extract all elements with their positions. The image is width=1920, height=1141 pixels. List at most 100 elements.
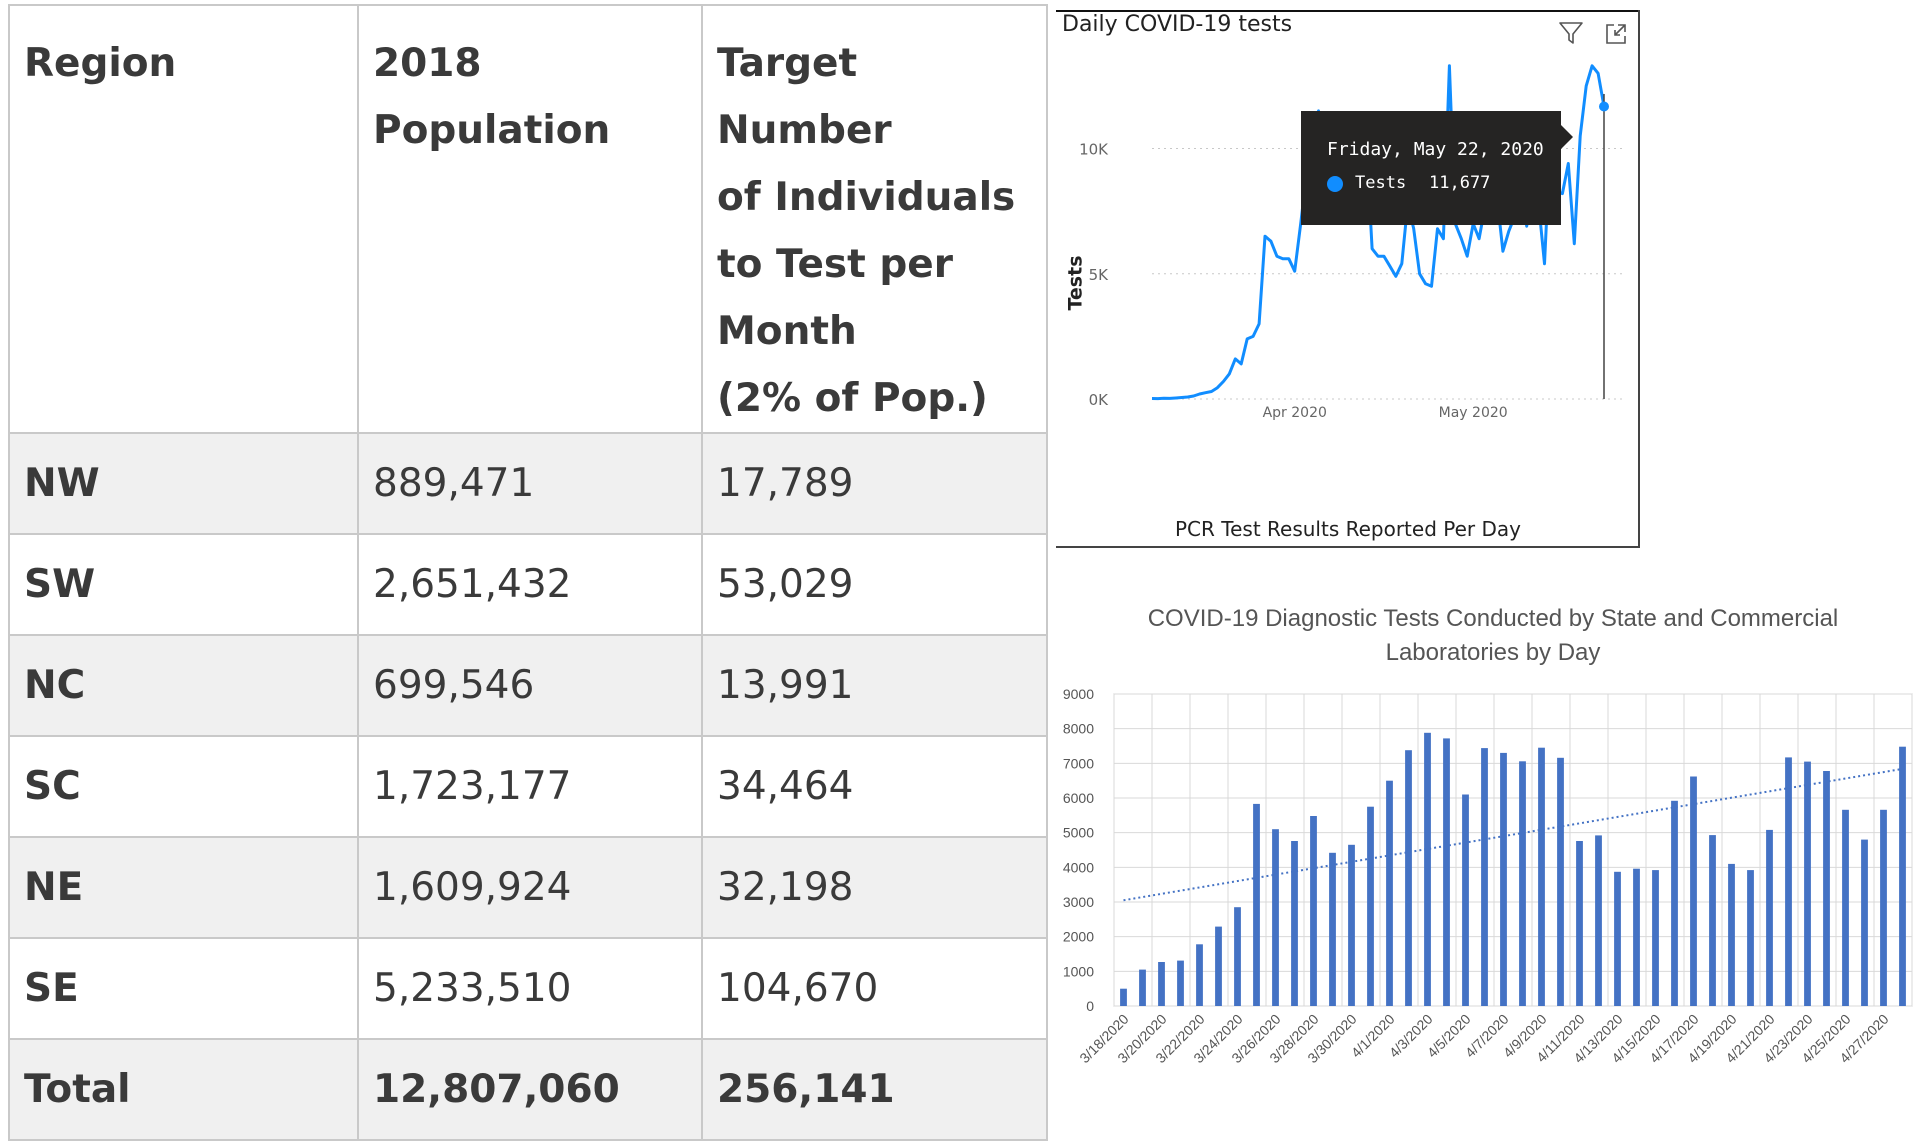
y-tick-label: 0 xyxy=(1086,998,1094,1014)
bar xyxy=(1405,750,1412,1006)
tooltip-series-name: Tests xyxy=(1355,173,1407,193)
header-population-line-2: Population xyxy=(373,108,611,153)
header-target-line-1: Target Number xyxy=(717,41,892,153)
target-cell: 32,198 xyxy=(701,836,1048,939)
population-cell: 1,723,177 xyxy=(357,735,703,838)
diagnostic-tests-bar-chart: COVID-19 Diagnostic Tests Conducted by S… xyxy=(1050,590,1916,1080)
bar xyxy=(1386,780,1393,1006)
bar xyxy=(1158,962,1165,1006)
table-row: NW 889,471 17,789 xyxy=(8,432,1048,535)
bar xyxy=(1462,794,1469,1006)
line-chart-plot[interactable]: 0K 5K 10K Apr 2020 May 2020 xyxy=(1056,10,1640,548)
bar xyxy=(1747,870,1754,1006)
target-cell: 34,464 xyxy=(701,735,1048,838)
population-cell: 2,651,432 xyxy=(357,533,703,636)
bar-chart-plot: 01000200030004000500060007000800090003/1… xyxy=(1063,686,1913,1066)
y-tick-label: 5K xyxy=(1089,266,1110,284)
population-cell: 1,609,924 xyxy=(357,836,703,939)
header-target: Target Number of Individuals to Test per… xyxy=(701,4,1048,434)
bar xyxy=(1538,747,1545,1006)
header-population: 2018 Population xyxy=(357,4,703,434)
bar xyxy=(1215,926,1222,1006)
line-chart-x-axis-label: PCR Test Results Reported Per Day xyxy=(1175,517,1521,541)
bar xyxy=(1234,907,1241,1006)
daily-tests-line-chart[interactable]: 0K 5K 10K Apr 2020 May 2020 Daily COVID-19 t… xyxy=(1056,10,1640,548)
region-cell: SE xyxy=(8,937,359,1040)
y-tick-label: 1000 xyxy=(1063,963,1094,979)
bar xyxy=(1443,738,1450,1006)
bar xyxy=(1690,776,1697,1006)
y-tick-label: 10K xyxy=(1079,141,1109,159)
region-cell: NC xyxy=(8,634,359,737)
bar xyxy=(1766,829,1773,1006)
header-target-line-2: of Individuals xyxy=(717,175,1016,220)
bar xyxy=(1671,800,1678,1006)
y-tick-label: 9000 xyxy=(1063,686,1094,702)
bar xyxy=(1348,844,1355,1006)
bar xyxy=(1500,752,1507,1006)
bar xyxy=(1310,816,1317,1006)
bar xyxy=(1120,988,1127,1006)
x-tick-label: Apr 2020 xyxy=(1263,405,1327,421)
bar xyxy=(1196,944,1203,1006)
bar xyxy=(1139,969,1146,1006)
y-tick-label: 3000 xyxy=(1063,894,1094,910)
target-cell: 104,670 xyxy=(701,937,1048,1040)
region-cell: SC xyxy=(8,735,359,838)
y-tick-label: 5000 xyxy=(1063,825,1094,841)
data-tooltip: Friday, May 22, 2020 Tests 11,677 xyxy=(1301,111,1573,225)
table-row: NE 1,609,924 32,198 xyxy=(8,836,1048,939)
bar xyxy=(1519,761,1526,1006)
table-header-row: Region 2018 Population Target Number of … xyxy=(8,4,1048,434)
tooltip-arrow xyxy=(1561,125,1573,149)
bar xyxy=(1557,757,1564,1006)
target-cell: 53,029 xyxy=(701,533,1048,636)
bar xyxy=(1861,839,1868,1006)
header-target-line-4: Month xyxy=(717,309,857,354)
plot-area-border xyxy=(1113,693,1913,1007)
bar xyxy=(1785,757,1792,1006)
bar-chart-title: COVID-19 Diagnostic Tests Conducted by S… xyxy=(1147,605,1839,666)
bar xyxy=(1652,870,1659,1006)
bar xyxy=(1272,829,1279,1006)
bar xyxy=(1253,803,1260,1006)
bar xyxy=(1709,835,1716,1006)
bar xyxy=(1329,852,1336,1006)
bar xyxy=(1576,841,1583,1006)
bar xyxy=(1804,761,1811,1006)
bar xyxy=(1880,809,1887,1006)
table-row: SW 2,651,432 53,029 xyxy=(8,533,1048,636)
linear-trendline xyxy=(1123,767,1903,902)
target-cell: 17,789 xyxy=(701,432,1048,535)
table-row: NC 699,546 13,991 xyxy=(8,634,1048,737)
header-target-line-3: to Test per xyxy=(717,242,953,287)
bar xyxy=(1633,868,1640,1006)
focus-mode-icon[interactable] xyxy=(1604,22,1628,46)
y-tick-label: 6000 xyxy=(1063,790,1094,806)
y-tick-label: 7000 xyxy=(1063,755,1094,771)
filter-icon[interactable] xyxy=(1558,20,1584,46)
population-cell: 889,471 xyxy=(357,432,703,535)
y-tick-label: 4000 xyxy=(1063,859,1094,875)
y-tick-label: 8000 xyxy=(1063,721,1094,737)
x-tick-label: May 2020 xyxy=(1439,405,1508,421)
bar xyxy=(1424,732,1431,1006)
chart-frame-right xyxy=(1638,10,1640,548)
tooltip-date: Friday, May 22, 2020 xyxy=(1327,139,1544,160)
region-cell: SW xyxy=(8,533,359,636)
bar xyxy=(1367,806,1374,1006)
bar xyxy=(1823,771,1830,1006)
bar xyxy=(1177,960,1184,1006)
region-testing-table: Region 2018 Population Target Number of … xyxy=(8,4,1048,1141)
header-population-line-1: 2018 xyxy=(373,41,482,86)
y-tick-label: 0K xyxy=(1089,391,1110,409)
region-cell: NW xyxy=(8,432,359,535)
region-cell: NE xyxy=(8,836,359,939)
tooltip-series-marker xyxy=(1327,176,1343,192)
chart-frame-bottom xyxy=(1056,546,1640,548)
bar xyxy=(1481,748,1488,1006)
header-region-line: Region xyxy=(24,41,177,86)
header-target-line-5: (2% of Pop.) xyxy=(717,376,988,421)
population-cell: 5,233,510 xyxy=(357,937,703,1040)
total-population-cell: 12,807,060 xyxy=(357,1038,703,1141)
